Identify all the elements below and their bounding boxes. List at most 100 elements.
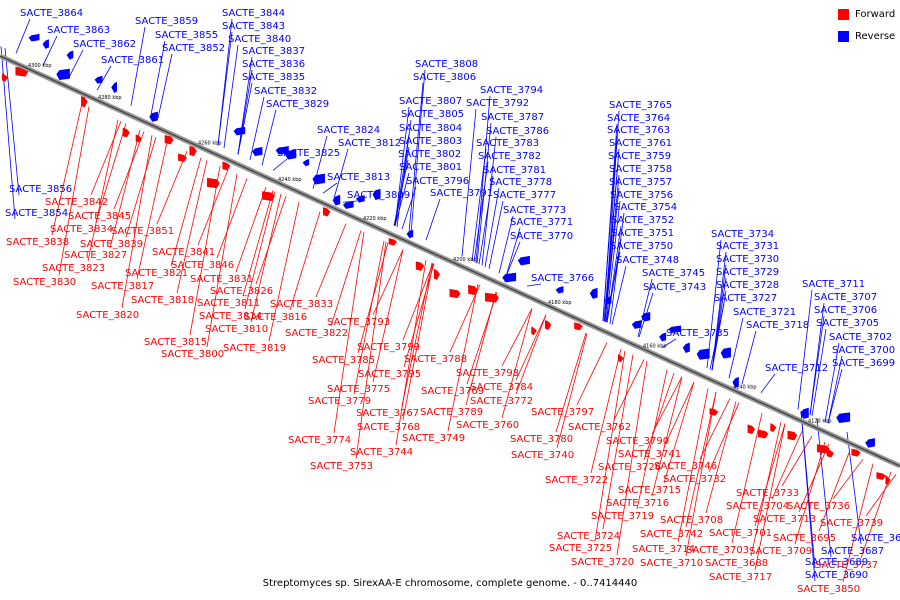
gene-label[interactable]: SACTE_3805 <box>401 109 464 120</box>
gene-label[interactable]: SACTE_3783 <box>476 138 539 149</box>
gene-label[interactable]: SACTE_3710 <box>640 558 703 569</box>
gene-label[interactable]: SACTE_3695 <box>773 533 836 544</box>
gene-label[interactable]: SACTE_3769 <box>421 386 484 397</box>
gene-label[interactable]: SACTE_3765 <box>609 100 672 111</box>
gene-label[interactable]: SACTE_3831 <box>190 274 253 285</box>
gene-label[interactable]: SACTE_3713 <box>753 514 816 525</box>
gene-label[interactable]: SACTE_3720 <box>571 557 634 568</box>
gene-label[interactable]: SACTE_3759 <box>608 151 671 162</box>
gene-label[interactable]: SACTE_3736 <box>787 501 850 512</box>
gene-label[interactable]: SACTE_3843 <box>222 21 285 32</box>
gene-label[interactable]: SACTE_3703 <box>686 545 749 556</box>
gene-label[interactable]: SACTE_3799 <box>357 342 420 353</box>
gene-label[interactable]: SACTE_3824 <box>317 125 380 136</box>
gene-label[interactable]: SACTE_3777 <box>493 190 556 201</box>
gene-label[interactable]: SACTE_3775 <box>327 384 390 395</box>
gene-label[interactable]: SACTE_3798 <box>456 368 519 379</box>
gene-label[interactable]: SACTE_3699 <box>832 358 895 369</box>
gene-label[interactable]: SACTE_3844 <box>222 8 285 19</box>
gene-label[interactable]: SACTE_3802 <box>398 149 461 160</box>
gene-label[interactable]: SACTE_3750 <box>610 241 673 252</box>
gene-label[interactable]: SACTE_3722 <box>545 475 608 486</box>
gene-label[interactable]: SACTE_3763 <box>607 125 670 136</box>
gene-label[interactable]: SACTE_3729 <box>716 267 779 278</box>
gene-label[interactable]: SACTE_3746 <box>654 461 717 472</box>
gene-label[interactable]: SACTE_3780 <box>510 434 573 445</box>
gene-label[interactable]: SACTE_3761 <box>609 138 672 149</box>
gene-label[interactable]: SACTE_3700 <box>832 345 895 356</box>
gene-label[interactable]: SACTE_3764 <box>607 113 670 124</box>
gene-label[interactable]: SACTE_3818 <box>131 295 194 306</box>
gene-label[interactable]: SACTE_3795 <box>358 369 421 380</box>
gene-label[interactable]: SACTE_3705 <box>816 318 879 329</box>
gene-label[interactable]: SACTE_3809 <box>347 190 410 201</box>
gene-label[interactable]: SACTE_3841 <box>152 247 215 258</box>
gene-label[interactable]: SACTE_3718 <box>746 320 809 331</box>
gene-label[interactable]: SACTE_3833 <box>270 299 333 310</box>
gene-label[interactable]: SACTE_3792 <box>466 98 529 109</box>
gene-label[interactable]: SACTE_3767 <box>356 408 419 419</box>
gene-label[interactable]: SACTE_3689 <box>805 557 868 568</box>
gene-label[interactable]: SACTE_3753 <box>310 461 373 472</box>
gene-label[interactable]: SACTE_3731 <box>716 241 779 252</box>
gene-label[interactable]: SACTE_3851 <box>111 226 174 237</box>
gene-label[interactable]: SACTE_3827 <box>64 250 127 261</box>
gene-label[interactable]: SACTE_3715 <box>618 485 681 496</box>
gene-label[interactable]: SACTE_3714 <box>632 544 695 555</box>
gene-label[interactable]: SACTE_3838 <box>6 237 69 248</box>
gene-label[interactable]: SACTE_3807 <box>399 96 462 107</box>
gene-label[interactable]: SACTE_3808 <box>415 59 478 70</box>
gene-label[interactable]: SACTE_3859 <box>135 16 198 27</box>
gene-label[interactable]: SACTE_3846 <box>171 260 234 271</box>
gene-label[interactable]: SACTE_3830 <box>13 277 76 288</box>
gene-label[interactable]: SACTE_3786 <box>486 126 549 137</box>
gene-label[interactable]: SACTE_3770 <box>510 231 573 242</box>
gene-label[interactable]: SACTE_3721 <box>733 307 796 318</box>
gene-label[interactable]: SACTE_3732 <box>663 474 726 485</box>
gene-label[interactable]: SACTE_3726 <box>598 462 661 473</box>
gene-label[interactable]: SACTE_3814 <box>199 311 262 322</box>
gene-label[interactable]: SACTE_3719 <box>591 511 654 522</box>
gene-label[interactable]: SACTE_3685 <box>851 533 900 544</box>
gene-label[interactable]: SACTE_3768 <box>357 422 420 433</box>
gene-label[interactable]: SACTE_3854 <box>5 208 68 219</box>
gene-label[interactable]: SACTE_3757 <box>609 177 672 188</box>
gene-label[interactable]: SACTE_3766 <box>531 273 594 284</box>
gene-label[interactable]: SACTE_3752 <box>611 215 674 226</box>
gene-label[interactable]: SACTE_3784 <box>470 382 533 393</box>
gene-label[interactable]: SACTE_3811 <box>197 298 260 309</box>
gene-label[interactable]: SACTE_3728 <box>716 280 779 291</box>
gene-label[interactable]: SACTE_3785 <box>312 355 375 366</box>
gene-label[interactable]: SACTE_3796 <box>406 176 469 187</box>
gene-label[interactable]: SACTE_3754 <box>614 202 677 213</box>
gene-label[interactable]: SACTE_3773 <box>503 205 566 216</box>
gene-label[interactable]: SACTE_3791 <box>430 188 493 199</box>
gene-label[interactable]: SACTE_3864 <box>20 8 83 19</box>
gene-label[interactable]: SACTE_3820 <box>76 310 139 321</box>
gene-label[interactable]: SACTE_3803 <box>399 136 462 147</box>
gene-label[interactable]: SACTE_3743 <box>643 282 706 293</box>
gene-label[interactable]: SACTE_3735 <box>666 328 729 339</box>
gene-label[interactable]: SACTE_3781 <box>483 165 546 176</box>
gene-label[interactable]: SACTE_3774 <box>288 435 351 446</box>
gene-label[interactable]: SACTE_3825 <box>277 148 340 159</box>
gene-label[interactable]: SACTE_3742 <box>640 529 703 540</box>
gene-label[interactable]: SACTE_3744 <box>350 447 413 458</box>
gene-label[interactable]: SACTE_3734 <box>711 229 774 240</box>
gene-label[interactable]: SACTE_3704 <box>726 501 789 512</box>
gene-label[interactable]: SACTE_3834 <box>50 224 113 235</box>
gene-label[interactable]: SACTE_3716 <box>606 498 669 509</box>
gene-label[interactable]: SACTE_3687 <box>821 546 884 557</box>
gene-label[interactable]: SACTE_3840 <box>228 34 291 45</box>
gene-label[interactable]: SACTE_3690 <box>805 570 868 581</box>
gene-label[interactable]: SACTE_3855 <box>155 30 218 41</box>
gene-label[interactable]: SACTE_3782 <box>478 151 541 162</box>
gene-label[interactable]: SACTE_3816 <box>244 312 307 323</box>
gene-label[interactable]: SACTE_3748 <box>616 255 679 266</box>
gene-label[interactable]: SACTE_3804 <box>399 123 462 134</box>
gene-label[interactable]: SACTE_3778 <box>489 177 552 188</box>
gene-label[interactable]: SACTE_3758 <box>609 164 672 175</box>
gene-label[interactable]: SACTE_3810 <box>205 324 268 335</box>
gene-label[interactable]: SACTE_3861 <box>101 55 164 66</box>
gene-label[interactable]: SACTE_3836 <box>242 59 305 70</box>
